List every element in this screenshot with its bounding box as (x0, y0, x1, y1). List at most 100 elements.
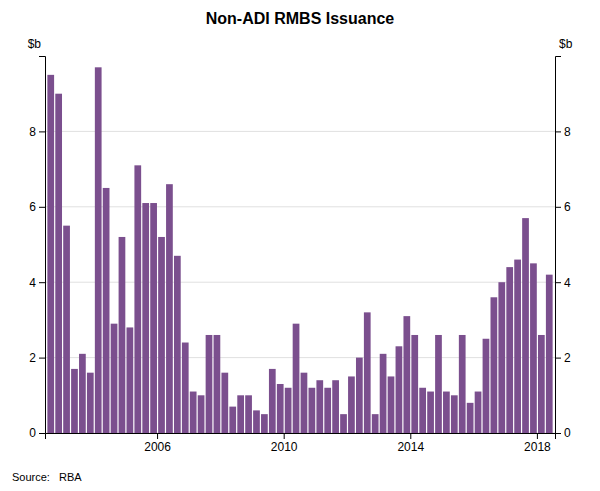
bar (142, 203, 149, 433)
bar (111, 324, 118, 433)
bar (158, 237, 165, 433)
bar (546, 275, 553, 433)
bar (522, 218, 529, 433)
bar (388, 376, 395, 433)
bar (71, 369, 78, 433)
bar (467, 403, 474, 433)
y2-tick: 6 (555, 200, 571, 214)
bar (166, 184, 173, 433)
bar (55, 94, 62, 433)
x-tick: 2014 (397, 433, 424, 454)
x-tick-label: 2018 (524, 440, 551, 454)
bar (198, 395, 205, 433)
y-tick: 0 (29, 426, 45, 440)
grid-line (45, 131, 555, 132)
bar (87, 373, 94, 433)
y-tick: 4 (29, 276, 45, 290)
x-tick: 2010 (271, 433, 298, 454)
y2-axis-label: $b (559, 37, 573, 51)
bar (483, 339, 490, 433)
y-axis-line (39, 57, 46, 434)
bar (63, 226, 70, 433)
bar (348, 376, 355, 433)
x-tick-mark (537, 433, 538, 439)
y2-axis: 0 2 4 6 8 (555, 57, 571, 441)
y2-tick: 4 (555, 276, 571, 290)
bar (221, 373, 228, 433)
bar (427, 392, 434, 433)
bar (332, 380, 339, 433)
bar (380, 354, 387, 433)
bar (530, 263, 537, 433)
bar (127, 327, 134, 433)
x-axis-line (46, 434, 556, 440)
bar (261, 414, 268, 433)
bar (206, 335, 213, 433)
x-tick: 2006 (144, 433, 171, 454)
chart: 20062010201420180246802468Non-ADI RMBS I… (0, 0, 600, 491)
y2-tick: 2 (555, 351, 571, 365)
bar (459, 335, 466, 433)
bar (134, 165, 141, 433)
bar (451, 395, 458, 433)
bar (301, 373, 308, 433)
x-tick-label: 2010 (271, 440, 298, 454)
grid (45, 131, 555, 433)
bar (411, 335, 418, 433)
bar (293, 324, 300, 433)
bar (269, 369, 276, 433)
y-tick: 2 (29, 351, 45, 365)
bar (396, 346, 403, 433)
x-tick-label: 2006 (144, 440, 171, 454)
bar (214, 335, 221, 433)
y2-tick-mark (555, 358, 561, 359)
x-tick-mark (157, 433, 158, 439)
bar (237, 395, 244, 433)
y2-tick-mark (555, 207, 561, 208)
bar (538, 335, 545, 433)
y2-tick-label: 0 (564, 426, 571, 440)
bar (229, 407, 236, 433)
x-tick-mark (410, 433, 411, 439)
bar (340, 414, 347, 433)
y-tick-label: 4 (29, 276, 36, 290)
bar (182, 343, 189, 433)
y-tick-label: 6 (29, 200, 36, 214)
y2-tick: 8 (555, 125, 571, 139)
bar (309, 388, 316, 433)
bar (498, 282, 505, 433)
bar (103, 188, 110, 433)
bar (79, 354, 86, 433)
y2-tick-mark (555, 282, 561, 283)
y2-tick: 0 (555, 426, 571, 440)
bar (356, 358, 363, 433)
bar (419, 388, 426, 433)
grid-line (45, 206, 555, 207)
y-tick-label: 8 (29, 125, 36, 139)
y-axis: 0 2 4 6 8 (29, 57, 45, 441)
y2-tick-mark (555, 433, 561, 434)
y-axis-label: $b (28, 37, 42, 51)
y-tick-mark (39, 282, 45, 283)
bar (491, 297, 498, 433)
y-tick-mark (39, 433, 45, 434)
bar (403, 316, 410, 433)
bars (47, 67, 552, 433)
bar (324, 388, 331, 433)
x-tick-label: 2014 (397, 440, 424, 454)
bar (475, 392, 482, 433)
bar (190, 392, 197, 433)
bar (150, 203, 157, 433)
y2-tick-label: 2 (564, 351, 571, 365)
bar (443, 392, 450, 433)
bar (47, 75, 54, 433)
bar (253, 410, 260, 433)
bar (277, 384, 284, 433)
bar (119, 237, 126, 433)
y2-tick-label: 4 (564, 276, 571, 290)
y-tick-mark (39, 358, 45, 359)
bar (285, 388, 292, 433)
y-tick-mark (39, 207, 45, 208)
bar (506, 267, 513, 433)
y-tick: 8 (29, 125, 45, 139)
